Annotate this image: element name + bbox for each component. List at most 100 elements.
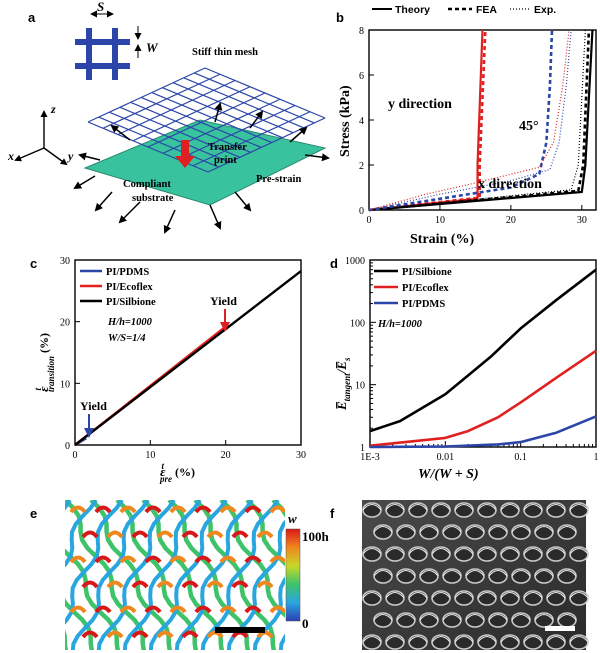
x-tick-label: 10 [435,215,445,226]
ribbon-antidiagonal [0,500,44,653]
ribbon-crest [106,630,124,639]
annotation-y-direction: y direction [388,97,452,112]
series-line [369,349,597,447]
sem-cell [431,546,451,562]
sem-ridge [419,614,439,621]
y-tick-label: 30 [60,256,70,267]
ribbon-crest [231,580,249,589]
ribbon-antidiagonal [65,500,72,511]
sem-ridge [362,636,382,643]
ribbon-crest [94,505,112,514]
sem-cell [442,524,462,540]
sem-cell [442,568,462,584]
sem-ridge [557,526,577,533]
sem-ridge [454,504,474,511]
sem-cell [396,568,416,584]
sem-ridge [442,570,462,577]
y-tick-label: 6 [359,71,364,82]
sem-cell [465,612,485,628]
sem-cell [385,590,405,606]
sem-cell [477,590,497,606]
panel-label-b: b [336,10,344,25]
ribbon-crest [256,530,274,539]
annotation-x-direction: x direction [478,177,542,192]
ribbon-crest [169,505,187,514]
legend-label-silbione: PI/Silbione [106,297,156,308]
sem-ridge [511,570,531,577]
sem-cell [408,502,428,518]
sem-ridge [523,592,543,599]
sem-cell [454,634,474,650]
sem-cell [454,502,474,518]
ribbon-crest [119,505,137,514]
ribbon-crest [131,630,149,639]
sem-ridge [488,614,508,621]
sem-cell [408,590,428,606]
ribbon-diagonal [219,500,285,618]
sem-cell [362,590,382,606]
sem-ridge [431,548,451,555]
sem-cell [373,568,393,584]
scale-bar-e [215,627,265,633]
ribbon-antidiagonal [0,500,18,653]
sem-ridge [500,548,520,555]
sem-cell [534,568,554,584]
sem-ridge [385,592,405,599]
sem-ridge [477,636,497,643]
sem-ridge [431,504,451,511]
ribbon-crest [156,530,174,539]
ribbon-crest [131,580,149,589]
colorbar [285,528,301,622]
sem-cell [442,612,462,628]
prestrain-arrows [73,102,330,234]
mesh-line [117,79,236,136]
sem-ridge [546,504,566,511]
sem-ridge [569,504,589,511]
sem-cell [546,634,566,650]
ribbon-crest [194,555,212,564]
sem-ridge [408,548,428,555]
ribbon-diagonal [245,500,285,567]
sem-ridge [569,592,589,599]
ribbon-crest [194,505,212,514]
chart-d-legend: PI/Silbione PI/Ecoflex PI/PDMS [374,267,452,310]
sem-ridge [396,570,416,577]
ribbon-crest [156,580,174,589]
sem-ridge [534,526,554,533]
sem-ridge [362,504,382,511]
sem-ridge [500,592,520,599]
sem-ridge [419,570,439,577]
y-tick-label: 100 [350,318,365,329]
panel-label-c: c [30,256,37,271]
sem-ridge [546,548,566,555]
sem-cell [569,590,589,606]
sem-ridge [373,526,393,533]
sem-cell [408,634,428,650]
sem-ridge [511,526,531,533]
sem-cell [465,524,485,540]
ribbon-crest [231,530,249,539]
x-tick-label: 1 [594,452,599,463]
buckled-mesh-ribbons [0,500,285,653]
ribbon-crest [106,580,124,589]
ribbon-crest [206,580,224,589]
ribbon-crest [81,530,99,539]
sem-ridge [442,526,462,533]
sem-cell [477,634,497,650]
colorbar-title: w [288,511,297,526]
sem-ridge [373,614,393,621]
sem-mesh-cells [362,502,589,650]
ribbon-diagonal [193,500,276,650]
mesh-line [132,86,251,142]
sem-cell [431,634,451,650]
scale-bar-f [545,626,575,631]
series-theory-line [368,29,484,212]
sem-cell [477,502,497,518]
sem-cell [431,502,451,518]
chart-panel-c: 0 10 20 30 0 10 20 30 PI/PDMS PI/Ecoflex PI/Sil… [33,256,306,484]
ribbon-crest [169,605,187,614]
sem-ridge [500,636,520,643]
series-exp-line [368,29,572,211]
sem-ridge [408,636,428,643]
sem-ridge [557,614,577,621]
